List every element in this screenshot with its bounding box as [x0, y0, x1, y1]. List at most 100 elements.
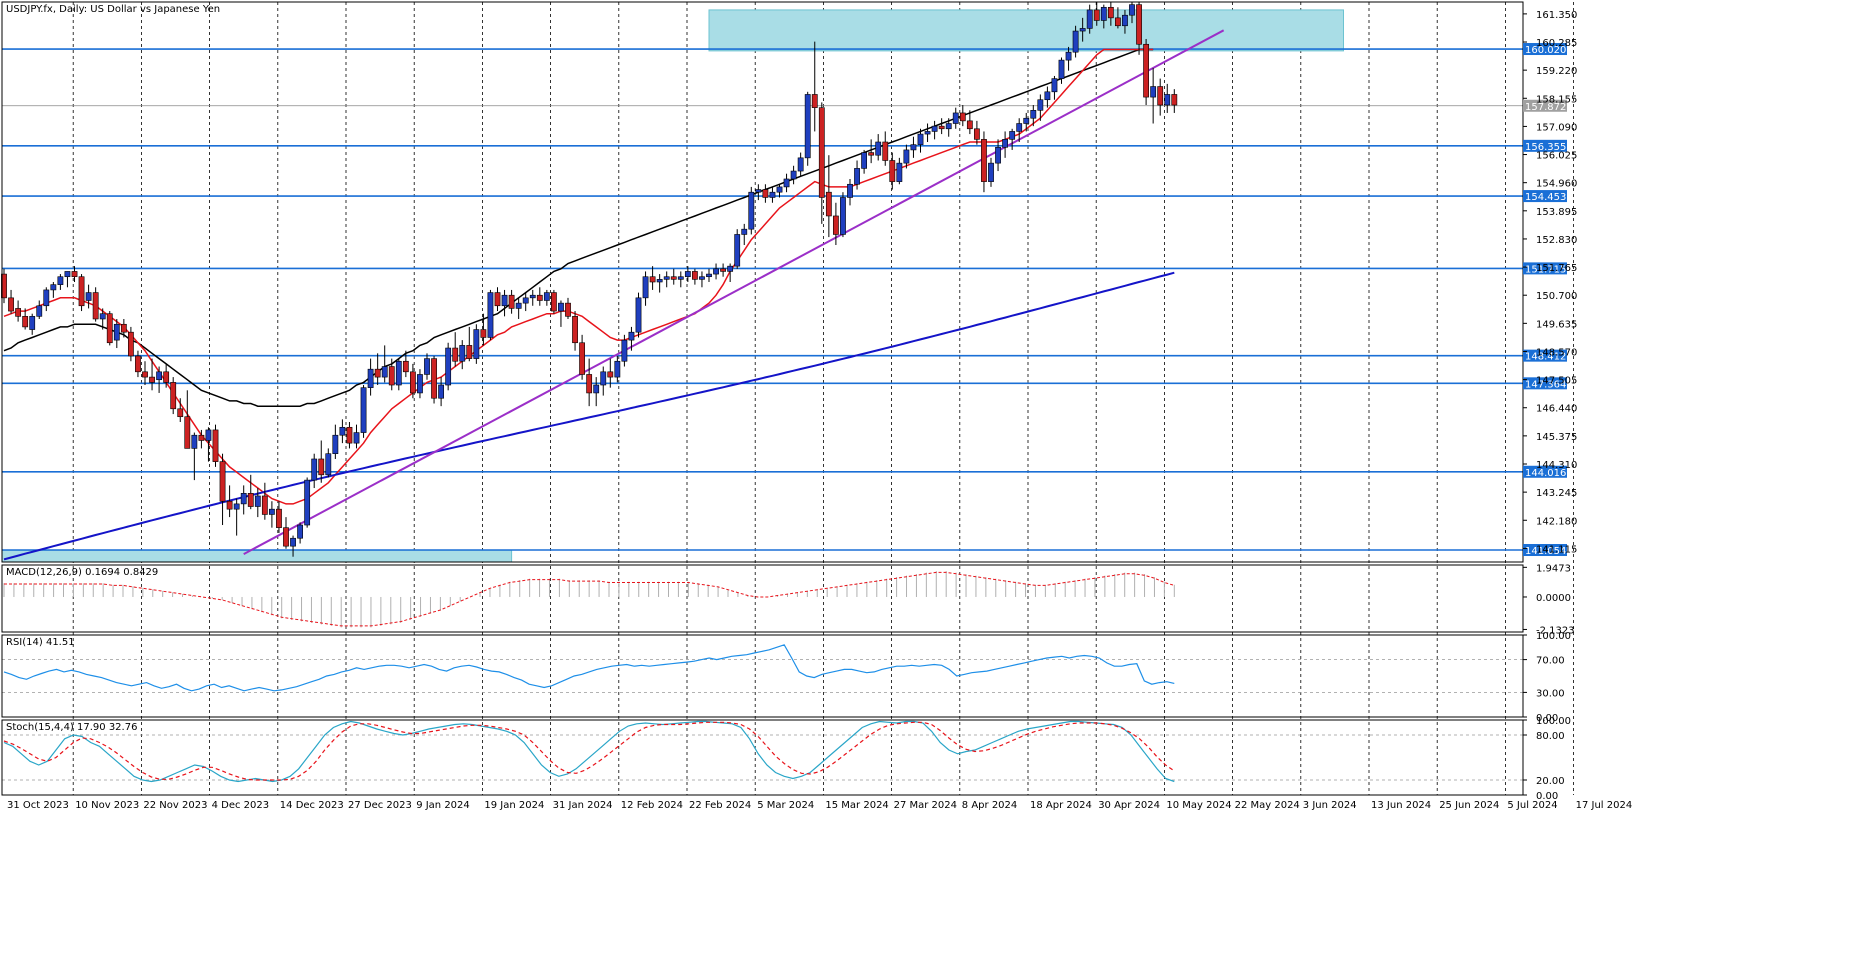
candle-body: [276, 508, 282, 528]
candle-body: [550, 292, 557, 312]
rsi-tick-label: 0.00: [1536, 713, 1558, 724]
candle-body: [762, 189, 769, 198]
candle-body: [156, 371, 162, 381]
price-level-badge: [1523, 349, 1567, 362]
x-tick-label: 22 Nov 2023: [143, 800, 207, 811]
candle-body: [1044, 91, 1051, 101]
candle-body: [71, 271, 78, 278]
candle-body: [92, 292, 99, 320]
candle-body: [713, 268, 719, 275]
candle-body: [529, 294, 536, 299]
candle-body: [459, 345, 466, 362]
panel-frames: [1, 1, 1524, 796]
macd-tick-label: 1.9473: [1536, 563, 1571, 574]
candle-body: [769, 191, 776, 198]
candle-body: [882, 141, 889, 161]
x-tick-label: 27 Dec 2023: [348, 800, 412, 811]
candle-body: [494, 292, 501, 307]
panel-frame-rsi: [1, 634, 1524, 718]
rsi-line: [3, 644, 1175, 692]
price-level-label: 147.364: [1525, 379, 1566, 390]
candle-body: [1002, 139, 1008, 148]
candle-body: [811, 94, 818, 108]
candle-body: [684, 271, 691, 278]
candle-body: [1058, 59, 1065, 79]
candle-body: [149, 376, 155, 383]
candle-body: [424, 358, 430, 375]
candle-body: [290, 537, 296, 547]
candle-body: [487, 292, 494, 338]
candle-body: [1171, 94, 1178, 106]
candle-body: [924, 131, 931, 135]
x-tick-label: 17 Jul 2024: [1576, 800, 1633, 811]
x-tick-label: 27 Mar 2024: [894, 800, 957, 811]
candle-body: [988, 162, 994, 182]
candle-body: [966, 120, 973, 130]
candle-body: [374, 368, 381, 378]
candle-body: [128, 331, 134, 357]
candle-body: [981, 139, 987, 182]
price-level-badge: [1523, 544, 1567, 557]
candle-body: [1051, 78, 1058, 93]
candle-body: [938, 125, 945, 130]
panel-frame-sto: [1, 719, 1524, 796]
candle-body: [959, 112, 966, 122]
candle-body: [438, 384, 444, 399]
candle-body: [868, 152, 875, 156]
candle-body: [917, 133, 924, 145]
candle-body: [931, 125, 938, 132]
candle-body: [1100, 6, 1107, 21]
support-resistance-zone: [708, 9, 1344, 52]
candle-body: [1115, 17, 1121, 27]
candle-body: [720, 268, 726, 272]
candle-body: [254, 495, 261, 507]
candle-body: [656, 279, 663, 283]
price-level-badge: [1523, 139, 1567, 152]
price-tick-label: 145.375: [1536, 432, 1577, 443]
candle-body: [804, 94, 811, 159]
candle-body: [945, 123, 952, 130]
candle-body: [1037, 99, 1044, 111]
candle-body: [748, 191, 755, 230]
candle-body: [22, 316, 29, 328]
candle-body: [565, 302, 571, 317]
candle-body: [325, 453, 332, 476]
stoch-tick-label: 100.00: [1536, 716, 1571, 727]
x-tick-label: 25 Jun 2024: [1439, 800, 1499, 811]
candle-body: [522, 297, 529, 304]
x-tick-label: 15 Mar 2024: [825, 800, 888, 811]
price-level-label: 156.355: [1525, 142, 1566, 153]
candle-body: [508, 294, 515, 309]
candle-body: [755, 189, 762, 193]
candle-body: [395, 360, 402, 386]
chart-title: USDJPY.fx, Daily: US Dollar vs Japanese …: [6, 4, 220, 15]
price-level-label: 160.020: [1525, 45, 1566, 56]
candle-body: [572, 316, 578, 344]
current-price-badge: [1523, 99, 1567, 112]
price-level-label: 154.453: [1525, 192, 1566, 203]
candle-body: [1122, 14, 1128, 27]
trendline[interactable]: [243, 29, 1225, 555]
panel-frame-main: [1, 1, 1524, 563]
candle-body: [226, 500, 233, 510]
candle-body: [402, 360, 409, 373]
candle-body: [790, 170, 797, 180]
candle-body: [649, 276, 656, 283]
candle-body: [1065, 51, 1072, 61]
macd-title: MACD(12,26,9) 0.1694 0.8429: [6, 567, 158, 578]
price-level-badge: [1523, 377, 1567, 390]
x-tick-label: 19 Jan 2024: [484, 800, 544, 811]
candle-body: [579, 342, 585, 375]
candle-body: [1157, 86, 1164, 106]
candle-body: [642, 276, 649, 299]
candle-body: [219, 461, 226, 502]
candle-body: [910, 144, 917, 151]
price-tick-label: 154.960: [1536, 179, 1577, 190]
candle-body: [43, 289, 50, 307]
x-tick-label: 31 Oct 2023: [7, 800, 69, 811]
candle-body: [635, 297, 642, 333]
x-tick-label: 4 Dec 2023: [212, 800, 270, 811]
candle-body: [318, 458, 325, 476]
axes: 31 Oct 2023 10 Nov 2023 22 Nov 2023 4 Dec 2…: [7, 10, 1632, 811]
candle-body: [558, 302, 564, 312]
